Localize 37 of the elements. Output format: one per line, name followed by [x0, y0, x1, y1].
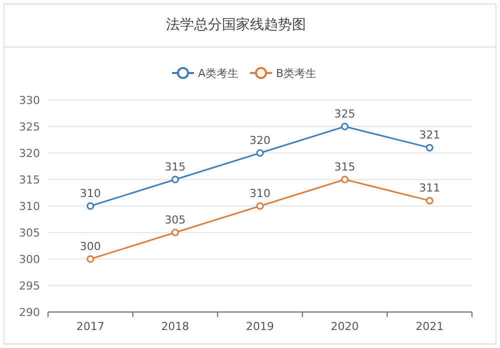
data-label: 305 [164, 214, 186, 226]
point [86, 255, 94, 263]
legend-label: B类考生 [276, 67, 317, 80]
data-label: 315 [334, 160, 356, 174]
point [256, 202, 264, 210]
x-tick-label: 2020 [330, 320, 359, 333]
x-tick-label: 2019 [246, 320, 274, 333]
point [341, 122, 349, 130]
point [426, 196, 434, 204]
data-label: 310 [250, 187, 270, 200]
y-tick-label: 310 [19, 200, 40, 213]
point [171, 176, 179, 184]
legend-label: A类考生 [198, 67, 239, 80]
y-tick-label: 330 [19, 94, 40, 107]
x-tick-label: 2021 [416, 320, 444, 333]
y-tick-label: 290 [19, 306, 40, 319]
data-label: 321 [419, 128, 440, 142]
y-tick-label: 320 [19, 147, 40, 160]
y-tick-label: 315 [19, 174, 40, 186]
data-label: 311 [419, 182, 440, 195]
y-tick-label: 325 [19, 120, 40, 134]
point [341, 176, 349, 184]
x-tick-label: 2018 [161, 320, 190, 333]
point [86, 202, 94, 210]
y-tick-label: 305 [19, 226, 40, 240]
point [426, 144, 434, 152]
point [171, 228, 179, 236]
chart-title: 法学总分国家线趋势图 [166, 17, 306, 33]
y-tick-label: 300 [19, 253, 40, 266]
point [256, 149, 264, 157]
data-label: 300 [80, 240, 101, 253]
data-label: 310 [80, 187, 101, 200]
data-label: 315 [164, 160, 186, 174]
data-label: 325 [334, 108, 356, 120]
y-tick-label: 295 [19, 280, 40, 292]
x-tick-label: 2017 [76, 320, 104, 333]
data-label: 320 [250, 134, 270, 147]
